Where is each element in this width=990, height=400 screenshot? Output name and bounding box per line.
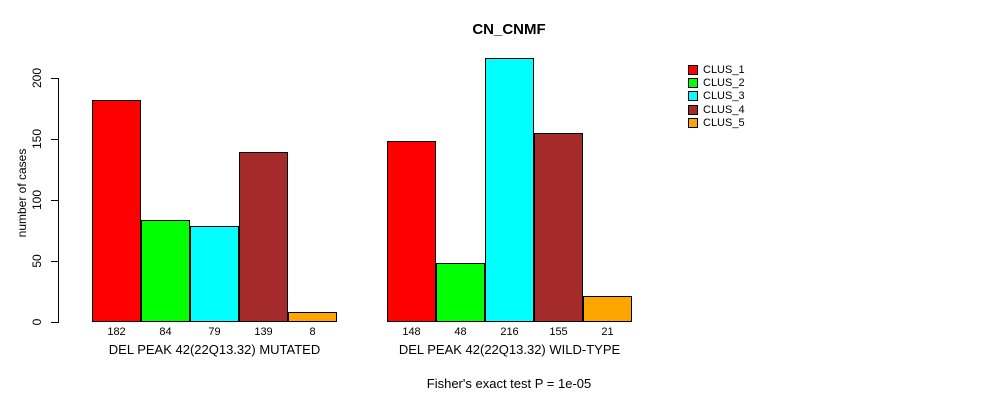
y-tick-label: 150 [30,128,44,150]
bar-clus-5-group2 [583,296,632,322]
bar-clus-2-group1 [141,220,190,322]
fisher-test-caption: Fisher's exact test P = 1e-05 [426,376,592,391]
y-tick-mark [51,322,58,323]
bar-clus-1-group1 [92,100,141,322]
legend-swatch-clus-5 [688,118,698,129]
bar-value-label: 21 [601,326,614,338]
bar-value-label: 155 [549,326,568,338]
y-axis-line [58,78,59,323]
x-group-label-1: DEL PEAK 42(22Q13.32) MUTATED [108,342,321,357]
chart-title: CN_CNMF [472,21,546,38]
legend-label: CLUS_3 [703,90,745,103]
legend-item-clus-3: CLUS_3 [688,90,745,103]
bar-clus-4-group1 [239,152,288,322]
y-tick-mark [51,139,58,140]
y-tick-label: 0 [30,318,44,326]
legend-label: CLUS_5 [703,117,745,130]
bar-value-label: 48 [454,326,467,338]
bar-value-label: 79 [208,326,221,338]
bar-clus-3-group1 [190,226,239,322]
y-tick-mark [51,261,58,262]
bar-value-label: 139 [254,326,273,338]
bar-clus-4-group2 [534,133,583,322]
bar-clus-3-group2 [485,58,534,322]
legend-label: CLUS_4 [703,103,745,116]
bar-value-label: 148 [402,326,421,338]
legend-label: CLUS_2 [703,77,745,90]
y-axis-title: number of cases [15,148,29,238]
y-tick-label: 200 [30,67,44,89]
bar-value-label: 216 [500,326,519,338]
y-tick-mark [51,78,58,79]
bar-value-label: 182 [107,326,126,338]
bar-clus-1-group2 [387,141,436,322]
y-tick-label: 50 [30,254,44,268]
legend-swatch-clus-3 [688,91,698,102]
bar-value-label: 84 [159,326,172,338]
legend-swatch-clus-1 [688,64,698,75]
bar-clus-2-group2 [436,263,485,322]
legend-label: CLUS_1 [703,63,745,76]
y-tick-mark [51,200,58,201]
legend-swatch-clus-2 [688,78,698,89]
y-tick-label: 100 [30,189,44,211]
x-group-label-2: DEL PEAK 42(22Q13.32) WILD-TYPE [398,342,621,357]
legend-item-clus-5: CLUS_5 [688,117,745,130]
bar-value-label: 8 [309,326,316,338]
legend: CLUS_1 CLUS_2 CLUS_3 CLUS_4 CLUS_5 [688,63,745,130]
legend-item-clus-2: CLUS_2 [688,76,745,89]
legend-swatch-clus-4 [688,104,698,115]
legend-item-clus-4: CLUS_4 [688,103,745,116]
legend-item-clus-1: CLUS_1 [688,63,745,76]
bar-clus-5-group1 [288,312,337,322]
